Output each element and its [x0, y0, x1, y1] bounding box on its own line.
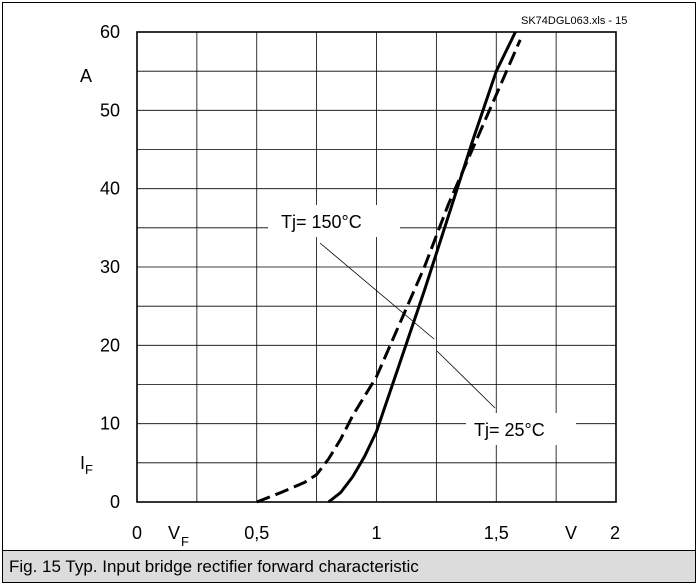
figure-caption: Fig. 15 Typ. Input bridge rectifier forw…: [9, 557, 419, 576]
y-tick-label: 30: [100, 257, 120, 277]
annotation-tj25: Tj= 25°C: [474, 420, 545, 440]
y-tick-label: 0: [110, 492, 120, 512]
y-unit-label: A: [80, 66, 92, 86]
x-axis-label-main: V: [168, 523, 180, 543]
tick-labels: 0 10 20 30 40 50 60 0 0,5 1 1,5 2: [100, 22, 620, 543]
y-axis-label: I F: [80, 453, 93, 477]
x-tick-label: 1,5: [484, 523, 509, 543]
annotation-leader-25: [436, 350, 496, 409]
x-axis-label-sub: F: [181, 534, 189, 549]
y-tick-label: 10: [100, 414, 120, 434]
annotation-box-150: [268, 205, 400, 237]
source-tag: SK74DGL063.xls - 15: [521, 15, 627, 27]
y-axis-label-main: I: [80, 453, 85, 473]
series-line-tj25: [327, 31, 517, 504]
x-tick-label: 0,5: [244, 523, 269, 543]
annotation-leader-150: [319, 242, 435, 340]
annotation-tj150: Tj= 150°C: [281, 212, 362, 232]
x-tick-label: 1: [371, 523, 381, 543]
caption-bar: Fig. 15 Typ. Input bridge rectifier forw…: [3, 550, 695, 582]
x-axis-label: V F: [168, 523, 189, 549]
plot-area-border: [136, 31, 617, 503]
x-tick-label: 2: [610, 523, 620, 543]
x-unit-label: V: [565, 523, 577, 543]
y-tick-label: 20: [100, 335, 120, 355]
annotation-box-25: [466, 413, 576, 445]
x-tick-label: 0: [132, 523, 142, 543]
y-tick-label: 60: [100, 22, 120, 42]
series-layer: [256, 31, 522, 504]
y-tick-label: 40: [100, 179, 120, 199]
y-axis-label-sub: F: [85, 462, 93, 477]
y-tick-label: 50: [100, 100, 120, 120]
